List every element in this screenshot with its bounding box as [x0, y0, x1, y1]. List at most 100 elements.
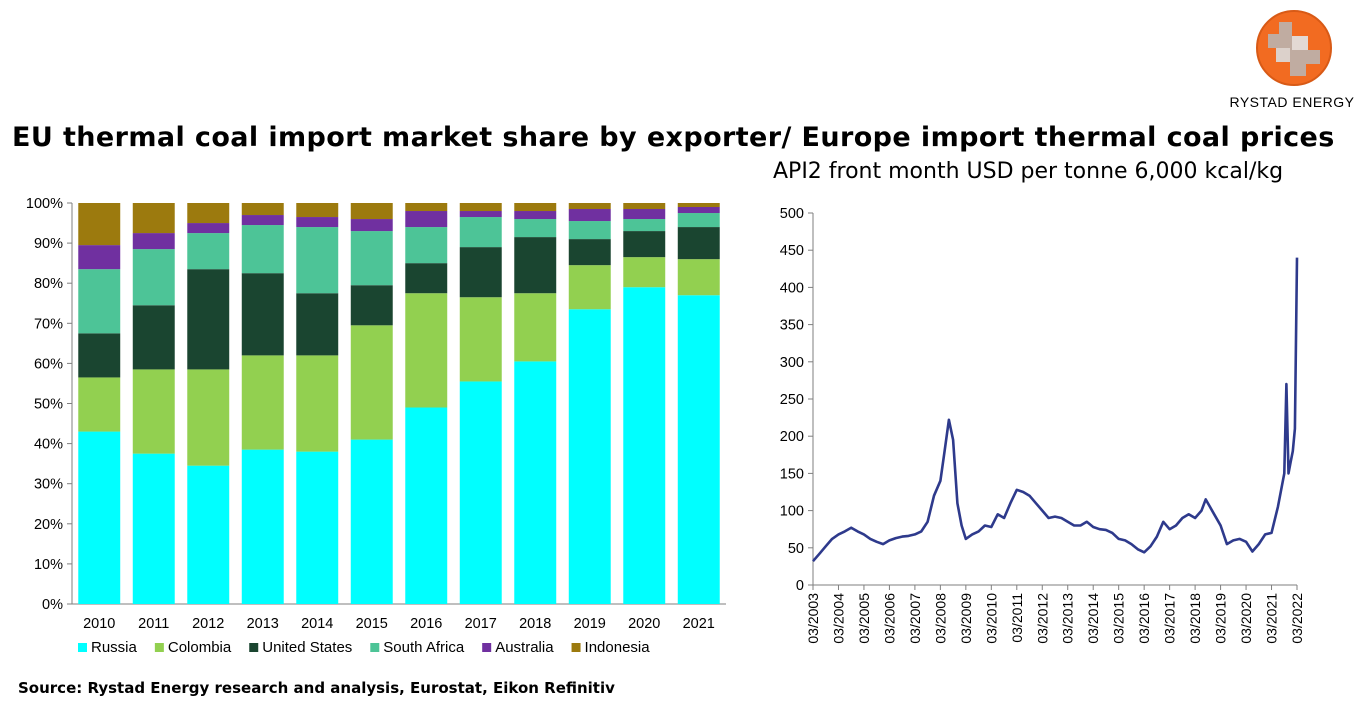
bar-segment-united-states [78, 333, 121, 378]
bar-segment-south-africa [350, 231, 393, 286]
bar-segment-russia [78, 431, 121, 604]
bar-segment-united-states [514, 237, 557, 294]
legend-swatch [78, 643, 87, 652]
x-tick-label: 03/2012 [1034, 593, 1050, 644]
x-tick-label: 2011 [138, 616, 169, 632]
x-tick-label: 03/2005 [856, 593, 872, 644]
logo-globe-icon [1256, 10, 1332, 86]
y-tick-label: 10% [34, 557, 63, 573]
bar-segment-united-states [132, 305, 175, 370]
x-tick-label: 2020 [628, 616, 660, 632]
market-share-bar-chart: 0% 10% 20% 30% 40% 50% 60% 70% 80% 90% 100% 2010 20… [26, 196, 726, 656]
bar-segment-russia [623, 287, 666, 604]
legend-swatch [482, 643, 492, 652]
y-tick-label: 150 [780, 466, 804, 482]
bar-segment-colombia [405, 293, 448, 408]
bar-segment-australia [459, 211, 502, 218]
source-note: Source: Rystad Energy research and analy… [18, 679, 615, 697]
bar-segment-indonesia [241, 203, 284, 216]
coal-price-line-chart: 0 50 100 150 200 250 300 350 400 450 500 03/2003 03… [780, 206, 1305, 644]
x-tick-label: 2014 [301, 616, 333, 632]
bar-segment-russia [677, 295, 720, 604]
y-tick-label: 400 [780, 280, 804, 296]
legend-label: Indonesia [585, 639, 651, 656]
x-tick-label: 03/2014 [1085, 593, 1101, 644]
legend-swatch [370, 643, 380, 652]
bar-segment-russia [405, 407, 448, 604]
bar-segment-australia [677, 207, 720, 214]
bar-segment-australia [78, 245, 121, 270]
x-tick-label: 03/2020 [1238, 593, 1254, 644]
legend-label: Russia [91, 639, 138, 656]
chart-title: EU thermal coal import market share by e… [12, 122, 1335, 153]
legend-label: Australia [495, 639, 554, 656]
y-tick-label: 350 [780, 318, 804, 334]
x-tick-label: 03/2016 [1136, 593, 1152, 644]
price-chart-subtitle: API2 front month USD per tonne 6,000 kca… [773, 159, 1284, 184]
y-tick-label: 30% [34, 477, 63, 493]
bar-segment-russia [241, 449, 284, 604]
bar-segment-indonesia [677, 203, 720, 208]
bar-segment-south-africa [241, 225, 284, 274]
bar-segment-colombia [78, 377, 121, 432]
x-tick-label: 03/2021 [1264, 593, 1280, 644]
x-tick-label: 03/2008 [932, 593, 948, 644]
bar-segment-colombia [132, 369, 175, 454]
x-tick-label: 2016 [410, 616, 442, 632]
bar-segment-colombia [296, 355, 339, 452]
y-tick-label: 100% [26, 196, 63, 212]
bar-segment-south-africa [514, 219, 557, 238]
x-tick-label: 2010 [83, 616, 115, 632]
y-tick-label: 200 [780, 429, 804, 445]
bar-segment-colombia [514, 293, 557, 362]
y-tick-label: 90% [34, 236, 63, 252]
x-tick-label: 03/2004 [830, 593, 846, 644]
bar-segment-colombia [568, 265, 611, 310]
bar-segment-australia [514, 211, 557, 220]
bar-segment-indonesia [132, 203, 175, 234]
x-tick-label: 2017 [465, 616, 497, 632]
bar-segment-south-africa [296, 227, 339, 294]
x-tick-label: 03/2009 [958, 593, 974, 644]
y-tick-label: 250 [780, 392, 804, 408]
bar-segment-indonesia [623, 203, 666, 210]
x-tick-label: 2012 [192, 616, 224, 632]
bar-segment-united-states [241, 273, 284, 356]
bar-segment-united-states [405, 263, 448, 294]
bar-segment-indonesia [459, 203, 502, 212]
bar-segment-colombia [187, 369, 230, 466]
bar-segment-indonesia [568, 203, 611, 210]
bar-segment-colombia [459, 297, 502, 382]
bar-segment-indonesia [187, 203, 230, 224]
x-tick-label: 03/2015 [1111, 593, 1127, 644]
y-tick-label: 0% [42, 597, 63, 613]
bar-segment-australia [350, 219, 393, 232]
x-tick-label: 03/2013 [1060, 593, 1076, 644]
legend-swatch [249, 643, 259, 652]
bar-segment-russia [514, 361, 557, 604]
x-tick-label: 03/2010 [983, 593, 999, 644]
bar-segment-united-states [459, 247, 502, 298]
y-tick-label: 80% [34, 276, 63, 292]
x-tick-label: 03/2017 [1162, 593, 1178, 644]
bar-segment-south-africa [677, 213, 720, 228]
x-tick-label: 2013 [247, 616, 279, 632]
y-tick-label: 40% [34, 437, 63, 453]
bar-segment-united-states [296, 293, 339, 356]
x-tick-label: 03/2022 [1289, 593, 1305, 644]
bar-segment-australia [568, 209, 611, 222]
company-logo: RYSTAD ENERGY [1224, 6, 1360, 116]
bar-segment-russia [296, 451, 339, 604]
logo-text: RYSTAD ENERGY [1229, 94, 1355, 110]
bar-segment-indonesia [350, 203, 393, 220]
bar-segment-south-africa [78, 269, 121, 334]
legend-swatch [154, 643, 164, 652]
bar-segment-colombia [623, 257, 666, 288]
x-tick-label: 2021 [683, 616, 715, 632]
y-tick-label: 70% [34, 316, 63, 332]
bar-segment-colombia [241, 355, 284, 450]
legend-label: South Africa [383, 639, 465, 656]
bar-segment-united-states [568, 239, 611, 266]
bar-segment-south-africa [623, 219, 666, 232]
bar-segment-australia [623, 209, 666, 220]
